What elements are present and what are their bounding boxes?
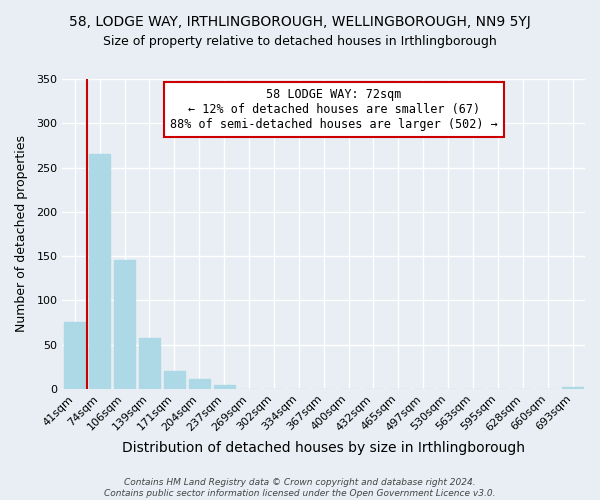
Bar: [164, 371, 185, 389]
Y-axis label: Number of detached properties: Number of detached properties: [15, 136, 28, 332]
Bar: [89, 154, 110, 389]
Bar: [139, 338, 160, 389]
Bar: [188, 379, 210, 389]
Bar: [114, 260, 135, 389]
Bar: [562, 387, 583, 389]
Text: 58, LODGE WAY, IRTHLINGBOROUGH, WELLINGBOROUGH, NN9 5YJ: 58, LODGE WAY, IRTHLINGBOROUGH, WELLINGB…: [69, 15, 531, 29]
Text: Contains HM Land Registry data © Crown copyright and database right 2024.
Contai: Contains HM Land Registry data © Crown c…: [104, 478, 496, 498]
Text: 58 LODGE WAY: 72sqm
← 12% of detached houses are smaller (67)
88% of semi-detach: 58 LODGE WAY: 72sqm ← 12% of detached ho…: [170, 88, 498, 132]
Text: Size of property relative to detached houses in Irthlingborough: Size of property relative to detached ho…: [103, 35, 497, 48]
X-axis label: Distribution of detached houses by size in Irthlingborough: Distribution of detached houses by size …: [122, 441, 525, 455]
Bar: [214, 386, 235, 389]
Bar: [64, 322, 85, 389]
